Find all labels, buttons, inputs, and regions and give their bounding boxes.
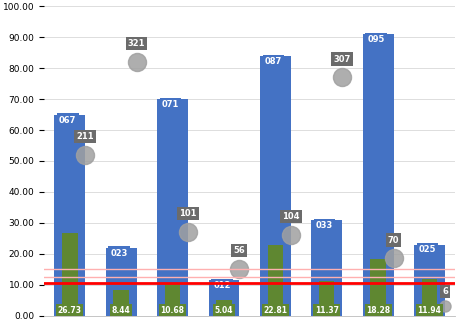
Text: 012: 012 [213,281,231,290]
Bar [363,34,393,316]
Bar [422,279,437,316]
Bar [371,259,386,316]
Text: 087: 087 [265,57,282,66]
Text: 071: 071 [162,100,179,109]
Bar [216,300,232,316]
Text: 56: 56 [234,246,245,255]
Text: 26.73: 26.73 [58,306,82,315]
Bar [208,280,240,316]
Bar [55,115,85,316]
Text: 10.68: 10.68 [161,306,185,315]
Text: 307: 307 [333,54,351,64]
Bar [267,245,283,316]
Text: 11.37: 11.37 [315,306,339,315]
Text: 5.04: 5.04 [215,306,233,315]
Text: 11.94: 11.94 [418,306,442,315]
Text: 70: 70 [388,236,399,245]
Text: 22.81: 22.81 [263,306,287,315]
Text: 101: 101 [179,209,197,218]
Text: 321: 321 [128,39,145,48]
Text: 211: 211 [76,132,94,141]
Bar [62,233,77,316]
Text: 095: 095 [367,35,385,44]
Text: 033: 033 [316,221,333,230]
Bar [414,245,445,316]
Text: 023: 023 [110,249,128,258]
Text: 8.44: 8.44 [112,306,131,315]
Text: 067: 067 [59,116,76,124]
Bar [319,281,334,316]
Text: 025: 025 [419,246,436,254]
Bar [260,56,291,316]
Bar [311,220,342,316]
Bar [106,248,136,316]
Bar [157,99,188,316]
Text: 6: 6 [442,287,448,295]
Text: 104: 104 [282,212,300,221]
Bar [165,283,180,316]
Text: 18.28: 18.28 [366,306,390,315]
Bar [114,290,129,316]
